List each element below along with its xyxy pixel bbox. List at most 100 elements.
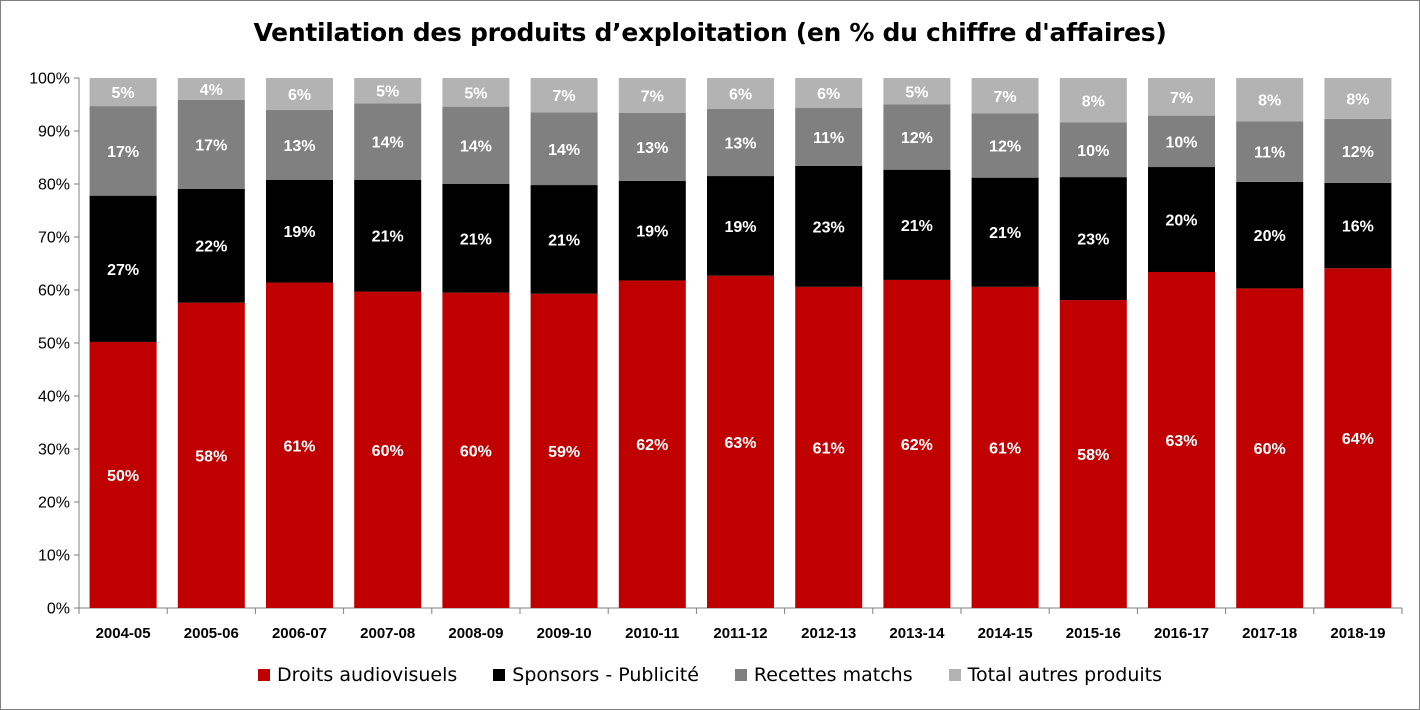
bar-segment-total-autres-produits bbox=[354, 78, 422, 104]
bar-segment-recettes-matchs bbox=[530, 112, 598, 186]
x-tick-label: 2010-11 bbox=[625, 625, 679, 642]
legend: Droits audiovisuels Sponsors - Publicité R… bbox=[0, 664, 1420, 686]
x-tick-label: 2005-06 bbox=[184, 625, 239, 642]
data-label: 5% bbox=[464, 85, 487, 102]
data-label: 63% bbox=[724, 435, 756, 452]
legend-label: Sponsors - Publicité bbox=[512, 664, 699, 686]
bar-segment-total-autres-produits bbox=[1236, 78, 1304, 122]
data-label: 60% bbox=[372, 443, 404, 460]
data-label: 6% bbox=[729, 86, 752, 103]
x-tick-label: 2014-15 bbox=[978, 625, 1033, 642]
bar-segment-sponsors-publicit bbox=[1059, 177, 1127, 301]
bars-layer bbox=[89, 78, 1392, 608]
bar-segment-droits-audiovisuels bbox=[1236, 288, 1304, 608]
data-label: 22% bbox=[195, 239, 227, 256]
data-label: 21% bbox=[989, 225, 1021, 242]
x-tick-label: 2009-10 bbox=[537, 625, 592, 642]
bar-segment-sponsors-publicit bbox=[177, 188, 245, 303]
data-label: 64% bbox=[1342, 431, 1374, 448]
bar-segment-total-autres-produits bbox=[707, 78, 774, 109]
data-label: 20% bbox=[1165, 213, 1197, 230]
bar-segment-sponsors-publicit bbox=[1236, 181, 1304, 289]
data-label: 63% bbox=[1165, 433, 1197, 450]
data-label: 6% bbox=[817, 86, 840, 103]
data-label: 7% bbox=[1170, 90, 1193, 107]
data-label: 14% bbox=[372, 135, 404, 152]
x-tick-label: 2018-19 bbox=[1330, 625, 1385, 642]
bar-segment-recettes-matchs bbox=[1236, 121, 1304, 182]
x-tick-label: 2011-12 bbox=[713, 625, 767, 642]
y-tick-label: 60% bbox=[38, 283, 70, 300]
data-label: 61% bbox=[989, 440, 1021, 457]
data-label: 12% bbox=[901, 130, 933, 147]
bar-segment-recettes-matchs bbox=[266, 109, 333, 180]
bar-segment-droits-audiovisuels bbox=[707, 275, 774, 608]
bar-segment-droits-audiovisuels bbox=[1059, 300, 1127, 608]
y-tick-label: 0% bbox=[47, 601, 70, 618]
data-label: 58% bbox=[195, 448, 227, 465]
bar-segment-total-autres-produits bbox=[1324, 78, 1392, 119]
bar-segment-sponsors-publicit bbox=[971, 177, 1039, 287]
bar-segment-total-autres-produits bbox=[1148, 78, 1215, 116]
data-label: 7% bbox=[994, 89, 1017, 106]
data-label: 8% bbox=[1346, 91, 1369, 108]
x-tick-label: 2013-14 bbox=[889, 625, 945, 642]
data-label: 12% bbox=[989, 139, 1021, 156]
data-label: 11% bbox=[813, 130, 844, 147]
bar-segment-sponsors-publicit bbox=[795, 165, 863, 287]
legend-item: Droits audiovisuels bbox=[258, 664, 457, 686]
bar-segment-droits-audiovisuels bbox=[971, 286, 1039, 608]
data-label: 8% bbox=[1082, 93, 1105, 110]
data-label: 5% bbox=[112, 85, 135, 102]
bar-segment-sponsors-publicit bbox=[1324, 182, 1392, 269]
data-label: 7% bbox=[641, 88, 664, 105]
bar-segment-total-autres-produits bbox=[883, 78, 951, 105]
legend-item: Sponsors - Publicité bbox=[493, 664, 699, 686]
data-label: 7% bbox=[553, 88, 576, 105]
legend-swatch bbox=[258, 669, 270, 681]
bar-segment-total-autres-produits bbox=[530, 78, 598, 113]
bar-segment-sponsors-publicit bbox=[1148, 167, 1215, 272]
bar-segment-recettes-matchs bbox=[883, 104, 951, 170]
bar-segment-total-autres-produits bbox=[89, 78, 157, 107]
bar-segment-recettes-matchs bbox=[177, 99, 245, 189]
legend-item: Recettes matchs bbox=[734, 664, 913, 686]
data-label: 5% bbox=[376, 84, 399, 101]
bar-segment-droits-audiovisuels bbox=[883, 279, 951, 608]
data-label: 19% bbox=[724, 219, 756, 236]
bar-segment-droits-audiovisuels bbox=[795, 286, 863, 608]
data-label: 14% bbox=[460, 138, 492, 155]
bar-segment-total-autres-produits bbox=[618, 78, 686, 113]
data-label: 17% bbox=[195, 137, 227, 154]
axis-layer: 0% 10% 20% 30% 40% 50% 60% 70% 80% 90% 100% 2004-05… bbox=[29, 71, 1403, 642]
bar-segment-total-autres-produits bbox=[177, 78, 245, 100]
data-label: 60% bbox=[460, 443, 492, 460]
data-label: 11% bbox=[1254, 145, 1285, 162]
legend-label: Total autres produits bbox=[967, 664, 1162, 686]
data-label: 50% bbox=[107, 468, 139, 485]
x-tick-label: 2008-09 bbox=[448, 625, 503, 642]
bar-segment-recettes-matchs bbox=[89, 106, 157, 196]
x-tick-label: 2012-13 bbox=[801, 625, 856, 642]
data-label: 14% bbox=[548, 142, 580, 159]
data-label: 60% bbox=[1254, 441, 1286, 458]
data-label: 61% bbox=[283, 438, 315, 455]
data-label: 59% bbox=[548, 444, 580, 461]
bar-segment-recettes-matchs bbox=[1148, 115, 1215, 168]
bar-segment-sponsors-publicit bbox=[354, 179, 422, 292]
y-tick-label: 50% bbox=[38, 336, 70, 353]
y-tick-label: 100% bbox=[29, 71, 70, 88]
data-label: 8% bbox=[1258, 93, 1281, 110]
legend-swatch bbox=[734, 669, 747, 681]
bar-segment-recettes-matchs bbox=[1059, 122, 1127, 178]
bar-segment-droits-audiovisuels bbox=[442, 292, 510, 608]
y-tick-label: 70% bbox=[38, 230, 70, 247]
y-tick-label: 90% bbox=[38, 124, 70, 141]
x-tick-label: 2016-17 bbox=[1154, 625, 1209, 642]
labels-layer: 50% 27% 17% 5% 58% 22% 17% 4% 61% 19% 13% 6% 60% 21% 1… bbox=[107, 82, 1374, 485]
data-label: 21% bbox=[372, 229, 404, 246]
bar-segment-recettes-matchs bbox=[442, 106, 510, 184]
legend-label: Droits audiovisuels bbox=[277, 664, 458, 686]
data-label: 16% bbox=[1342, 219, 1374, 236]
bar-segment-total-autres-produits bbox=[1059, 78, 1127, 123]
